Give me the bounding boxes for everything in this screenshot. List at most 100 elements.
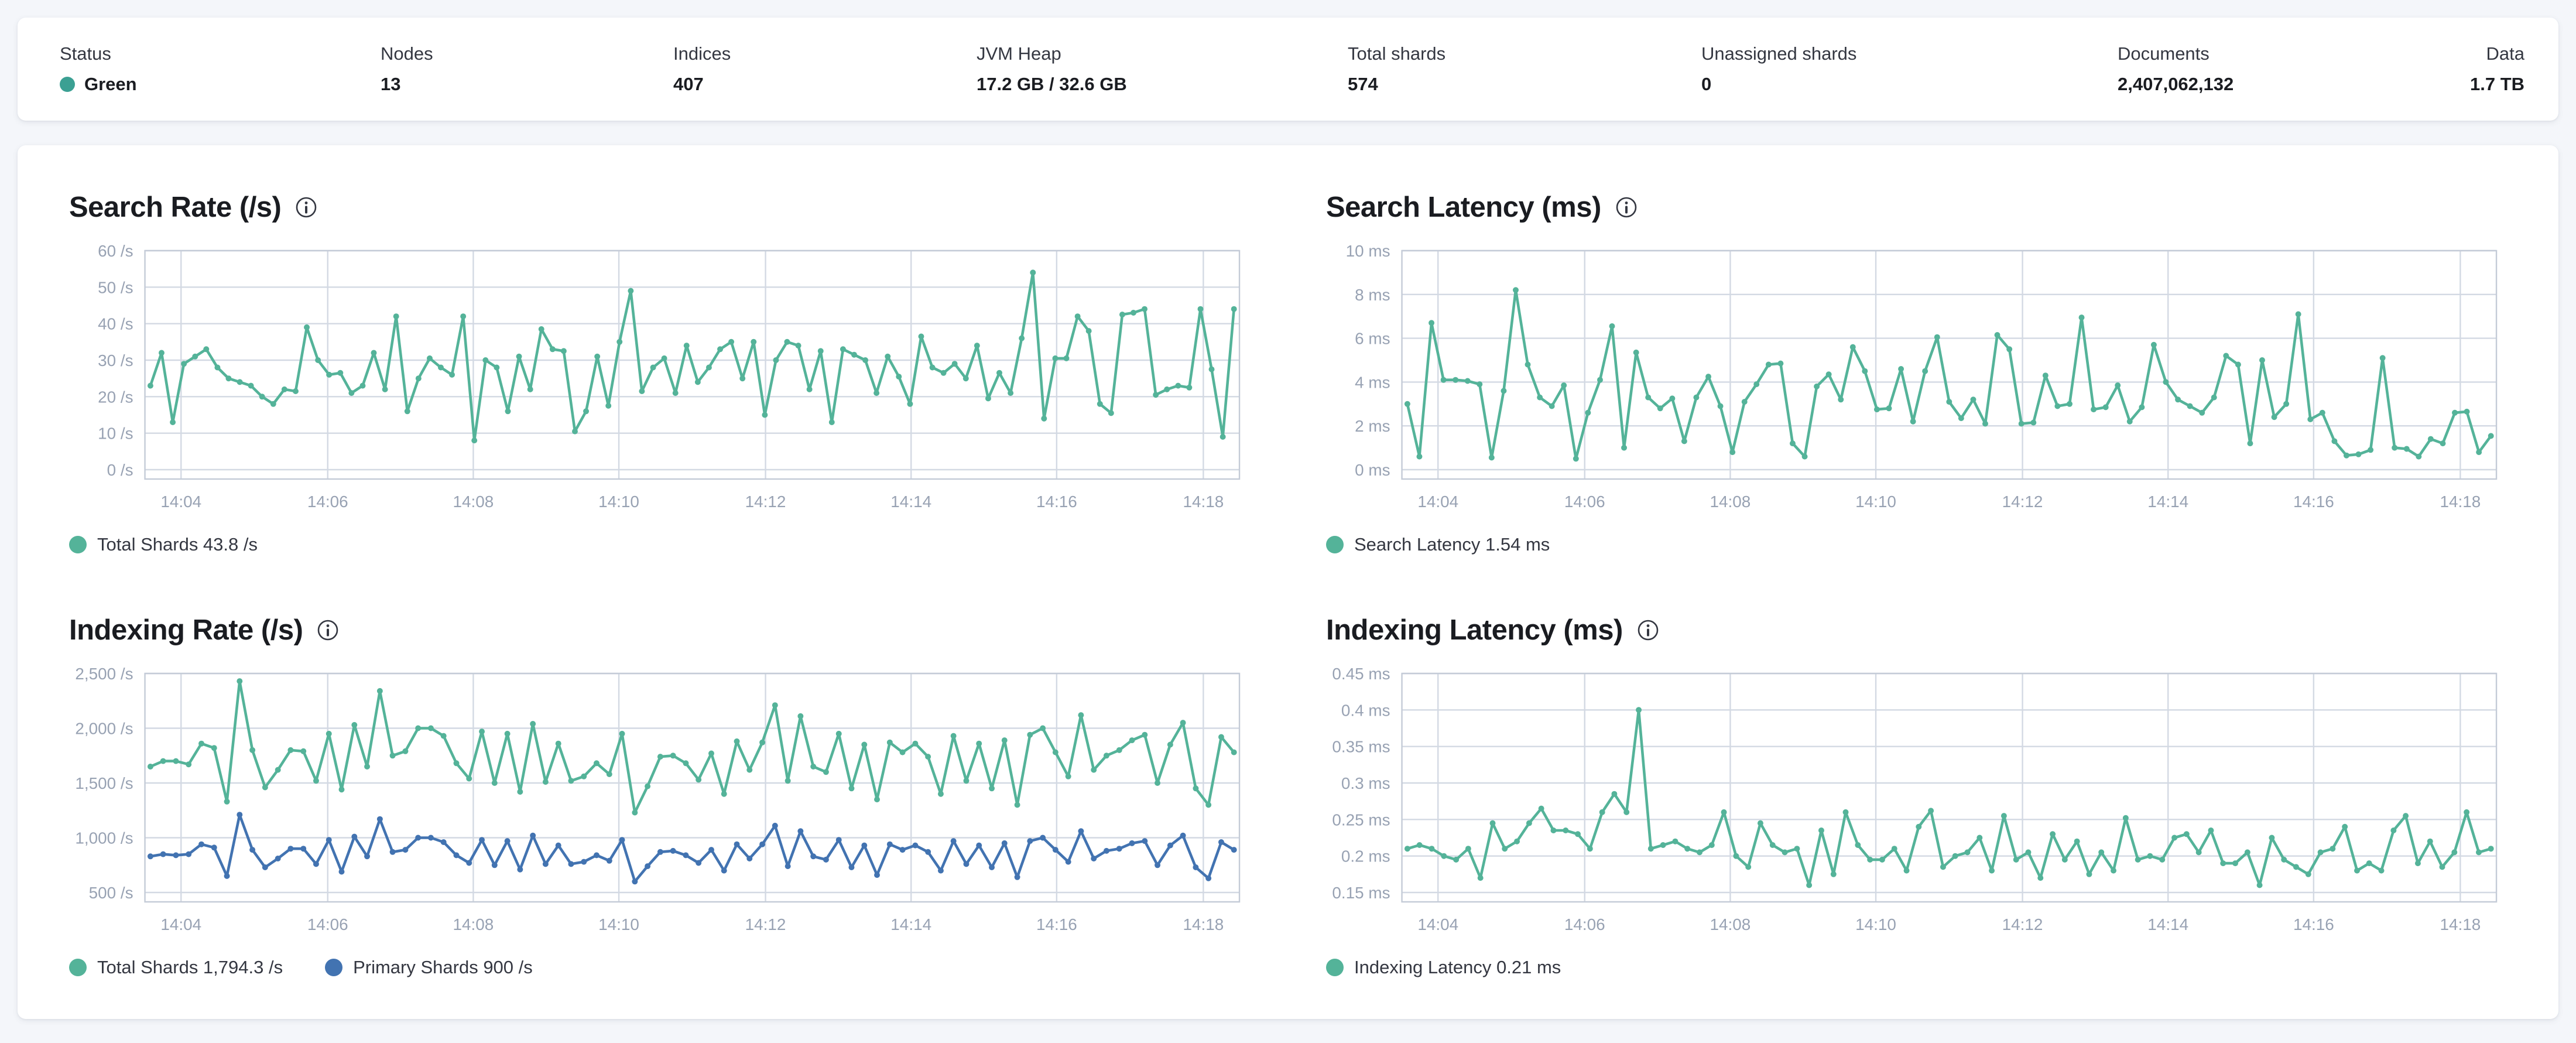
svg-text:14:06: 14:06 bbox=[1564, 493, 1605, 511]
stat-total-shards: Total shards 574 bbox=[1348, 43, 1446, 94]
svg-text:14:18: 14:18 bbox=[2440, 915, 2481, 933]
legend-item-search-latency[interactable]: Search Latency 1.54 ms bbox=[1326, 534, 1550, 555]
svg-text:10 ms: 10 ms bbox=[1346, 244, 1390, 260]
svg-text:14:16: 14:16 bbox=[2293, 493, 2334, 511]
svg-text:14:04: 14:04 bbox=[1417, 915, 1458, 933]
stat-status-text: Green bbox=[84, 74, 137, 94]
svg-text:14:12: 14:12 bbox=[745, 915, 786, 933]
stat-nodes: Nodes 13 bbox=[381, 43, 433, 94]
svg-text:14:12: 14:12 bbox=[2002, 493, 2043, 511]
info-icon[interactable] bbox=[1636, 618, 1660, 642]
cluster-overview-page: Status Green Nodes 13 Indices 407 JVM He… bbox=[18, 18, 2558, 1019]
legend-dot-icon bbox=[1326, 536, 1344, 553]
metrics-panel: Search Rate (/s) 0 /s 10 /s 20 /s 30 /s 40 /… bbox=[18, 145, 2558, 1019]
stat-status-label: Status bbox=[60, 43, 111, 64]
svg-text:60 /s: 60 /s bbox=[98, 244, 133, 260]
svg-text:14:12: 14:12 bbox=[2002, 915, 2043, 933]
charts-grid: Search Rate (/s) 0 /s 10 /s 20 /s 30 /s 40 /… bbox=[69, 191, 2507, 978]
svg-text:10 /s: 10 /s bbox=[98, 425, 133, 443]
svg-text:14:10: 14:10 bbox=[598, 915, 639, 933]
svg-text:2,500 /s: 2,500 /s bbox=[75, 666, 133, 683]
stat-status: Status Green bbox=[60, 43, 381, 95]
svg-text:14:10: 14:10 bbox=[1855, 493, 1896, 511]
chart-title: Indexing Rate (/s) bbox=[69, 614, 303, 646]
stat-documents: Documents 2,407,062,132 bbox=[2118, 43, 2234, 94]
chart-legend: Total Shards 43.8 /s bbox=[69, 534, 1250, 555]
svg-text:0 /s: 0 /s bbox=[107, 461, 133, 479]
chart-indexing-rate-header: Indexing Rate (/s) bbox=[69, 614, 1250, 647]
svg-text:0.3 ms: 0.3 ms bbox=[1341, 774, 1390, 792]
chart-search-rate: Search Rate (/s) 0 /s 10 /s 20 /s 30 /s 40 /… bbox=[69, 191, 1250, 555]
svg-text:14:08: 14:08 bbox=[1710, 915, 1751, 933]
svg-text:14:14: 14:14 bbox=[2147, 493, 2188, 511]
svg-text:6 ms: 6 ms bbox=[1355, 330, 1390, 348]
svg-text:14:04: 14:04 bbox=[1417, 493, 1458, 511]
svg-text:20 /s: 20 /s bbox=[98, 388, 133, 406]
svg-text:14:14: 14:14 bbox=[890, 493, 931, 511]
stat-indices: Indices 407 bbox=[673, 43, 731, 94]
svg-text:14:06: 14:06 bbox=[1564, 915, 1605, 933]
chart-title: Search Rate (/s) bbox=[69, 191, 282, 223]
svg-text:0.2 ms: 0.2 ms bbox=[1341, 847, 1390, 866]
stat-data-size: Data 1.7 TB bbox=[2470, 43, 2525, 94]
legend-dot-icon bbox=[69, 536, 87, 553]
svg-text:14:08: 14:08 bbox=[1710, 493, 1751, 511]
svg-text:14:14: 14:14 bbox=[890, 915, 931, 933]
info-icon[interactable] bbox=[294, 195, 318, 220]
svg-text:14:18: 14:18 bbox=[1183, 915, 1224, 933]
legend-item-primary-shards[interactable]: Primary Shards 900 /s bbox=[325, 957, 533, 978]
svg-text:0.15 ms: 0.15 ms bbox=[1332, 884, 1390, 902]
svg-text:30 /s: 30 /s bbox=[98, 351, 133, 370]
svg-text:0.25 ms: 0.25 ms bbox=[1332, 811, 1390, 829]
svg-text:500 /s: 500 /s bbox=[89, 884, 133, 902]
search-latency-chart-canvas[interactable]: 0 ms 2 ms 4 ms 6 ms 8 ms 10 ms 14:04 14:06 14:08… bbox=[1326, 244, 2507, 528]
svg-text:14:10: 14:10 bbox=[598, 493, 639, 511]
svg-text:14:08: 14:08 bbox=[453, 493, 494, 511]
svg-text:2,000 /s: 2,000 /s bbox=[75, 719, 133, 737]
search-rate-chart-canvas[interactable]: 0 /s 10 /s 20 /s 30 /s 40 /s 50 /s 60 /s 14:04 1… bbox=[69, 244, 1250, 528]
indexing-latency-chart-canvas[interactable]: 0.15 ms 0.2 ms 0.25 ms 0.3 ms 0.35 ms 0.4 ms 0… bbox=[1326, 666, 2507, 951]
legend-dot-icon bbox=[325, 959, 343, 976]
legend-dot-icon bbox=[69, 959, 87, 976]
info-icon[interactable] bbox=[1614, 195, 1639, 220]
cluster-stats-bar: Status Green Nodes 13 Indices 407 JVM He… bbox=[18, 18, 2558, 121]
chart-title: Search Latency (ms) bbox=[1326, 191, 1601, 223]
svg-text:14:16: 14:16 bbox=[1036, 915, 1077, 933]
stat-unassigned-shards: Unassigned shards 0 bbox=[1701, 43, 1857, 94]
chart-search-latency-header: Search Latency (ms) bbox=[1326, 191, 2507, 224]
svg-text:14:04: 14:04 bbox=[160, 915, 201, 933]
svg-text:1,000 /s: 1,000 /s bbox=[75, 829, 133, 847]
info-icon[interactable] bbox=[316, 618, 340, 642]
svg-text:14:18: 14:18 bbox=[2440, 493, 2481, 511]
svg-text:14:06: 14:06 bbox=[307, 493, 348, 511]
stat-jvm-heap: JVM Heap 17.2 GB / 32.6 GB bbox=[977, 43, 1127, 94]
svg-text:8 ms: 8 ms bbox=[1355, 286, 1390, 304]
chart-search-latency: Search Latency (ms) 0 ms 2 ms 4 ms 6 ms 8 ms… bbox=[1326, 191, 2507, 555]
svg-text:14:16: 14:16 bbox=[2293, 915, 2334, 933]
chart-legend: Search Latency 1.54 ms bbox=[1326, 534, 2507, 555]
indexing-rate-chart-canvas[interactable]: 500 /s 1,000 /s 1,500 /s 2,000 /s 2,500 /s 14… bbox=[69, 666, 1250, 951]
svg-text:14:06: 14:06 bbox=[307, 915, 348, 933]
svg-text:0 ms: 0 ms bbox=[1355, 461, 1390, 479]
legend-item-indexing-latency[interactable]: Indexing Latency 0.21 ms bbox=[1326, 957, 1561, 978]
health-status-dot-icon bbox=[60, 77, 75, 92]
svg-text:2 ms: 2 ms bbox=[1355, 417, 1390, 435]
legend-dot-icon bbox=[1326, 959, 1344, 976]
svg-text:50 /s: 50 /s bbox=[98, 278, 133, 296]
chart-search-rate-header: Search Rate (/s) bbox=[69, 191, 1250, 224]
svg-text:0.35 ms: 0.35 ms bbox=[1332, 738, 1390, 756]
svg-text:14:08: 14:08 bbox=[453, 915, 494, 933]
legend-item-total-shards[interactable]: Total Shards 1,794.3 /s bbox=[69, 957, 283, 978]
svg-text:4 ms: 4 ms bbox=[1355, 373, 1390, 391]
svg-text:0.45 ms: 0.45 ms bbox=[1332, 666, 1390, 683]
svg-text:40 /s: 40 /s bbox=[98, 315, 133, 333]
chart-title: Indexing Latency (ms) bbox=[1326, 614, 1623, 646]
svg-text:14:16: 14:16 bbox=[1036, 493, 1077, 511]
svg-text:14:10: 14:10 bbox=[1855, 915, 1896, 933]
svg-text:0.4 ms: 0.4 ms bbox=[1341, 701, 1390, 719]
stat-status-value: Green bbox=[60, 74, 381, 95]
legend-item-total-shards[interactable]: Total Shards 43.8 /s bbox=[69, 534, 258, 555]
svg-text:14:12: 14:12 bbox=[745, 493, 786, 511]
svg-text:14:14: 14:14 bbox=[2147, 915, 2188, 933]
chart-legend: Indexing Latency 0.21 ms bbox=[1326, 957, 2507, 978]
